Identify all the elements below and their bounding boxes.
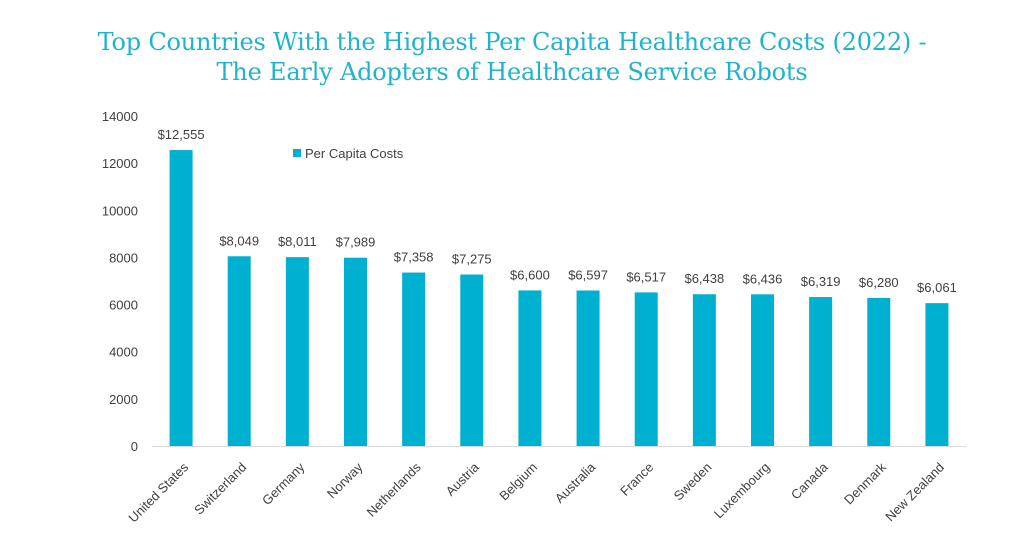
- data-label-2: $8,011: [278, 234, 317, 249]
- data-label-0: $12,555: [158, 127, 205, 142]
- x-tick-label-0: United States: [125, 459, 191, 525]
- x-tick-label-10: Luxembourg: [711, 460, 773, 522]
- bar-8: [634, 292, 658, 446]
- data-label-11: $6,319: [801, 274, 841, 289]
- data-label-6: $6,600: [510, 267, 550, 282]
- data-label-3: $7,989: [336, 235, 376, 250]
- data-label-12: $6,280: [859, 275, 899, 290]
- bar-6: [518, 290, 542, 446]
- x-tick-label-12: Denmark: [841, 459, 889, 507]
- bar-0: [169, 150, 193, 446]
- bar-13: [925, 303, 949, 446]
- x-tick-label-2: Germany: [259, 459, 308, 508]
- legend-swatch: [293, 149, 301, 157]
- data-label-13: $6,061: [917, 280, 957, 295]
- x-tick-label-9: Sweden: [671, 460, 715, 504]
- x-tick-label-3: Norway: [324, 459, 366, 501]
- y-tick-label-3: 6000: [109, 298, 138, 313]
- x-tick-label-1: Switzerland: [191, 460, 249, 518]
- data-label-1: $8,049: [219, 233, 259, 248]
- x-tick-label-4: Netherlands: [364, 459, 425, 520]
- legend-label: Per Capita Costs: [305, 146, 404, 161]
- bar-11: [809, 297, 833, 446]
- y-tick-label-6: 12000: [102, 156, 138, 171]
- data-label-10: $6,436: [743, 271, 783, 286]
- x-tick-label-11: Canada: [788, 459, 831, 502]
- data-label-4: $7,358: [394, 250, 434, 265]
- y-tick-label-1: 2000: [109, 392, 138, 407]
- bar-12: [867, 297, 891, 446]
- bar-1: [227, 256, 251, 446]
- data-label-5: $7,275: [452, 252, 492, 267]
- x-tick-label-7: Australia: [552, 459, 599, 506]
- x-tick-label-8: France: [617, 460, 656, 499]
- data-label-7: $6,597: [568, 267, 608, 282]
- bar-5: [460, 274, 484, 446]
- x-tick-label-5: Austria: [443, 459, 483, 499]
- y-tick-label-7: 14000: [102, 109, 138, 124]
- x-tick-label-13: New Zealand: [882, 460, 947, 525]
- y-tick-label-4: 8000: [109, 250, 138, 265]
- bar-3: [344, 257, 367, 446]
- y-tick-label-0: 0: [131, 439, 138, 454]
- chart-title-line-2: The Early Adopters of Healthcare Service…: [216, 58, 808, 86]
- bar-4: [402, 272, 426, 446]
- bar-9: [692, 294, 716, 446]
- bar-7: [576, 290, 600, 446]
- data-label-8: $6,517: [626, 269, 666, 284]
- y-tick-label-5: 10000: [102, 203, 138, 218]
- bar-2: [285, 257, 309, 446]
- chart-title-line-1: Top Countries With the Highest Per Capit…: [97, 28, 927, 56]
- data-label-9: $6,438: [684, 271, 724, 286]
- y-tick-label-2: 4000: [109, 345, 138, 360]
- bar-10: [751, 294, 774, 446]
- x-tick-label-6: Belgium: [496, 460, 540, 504]
